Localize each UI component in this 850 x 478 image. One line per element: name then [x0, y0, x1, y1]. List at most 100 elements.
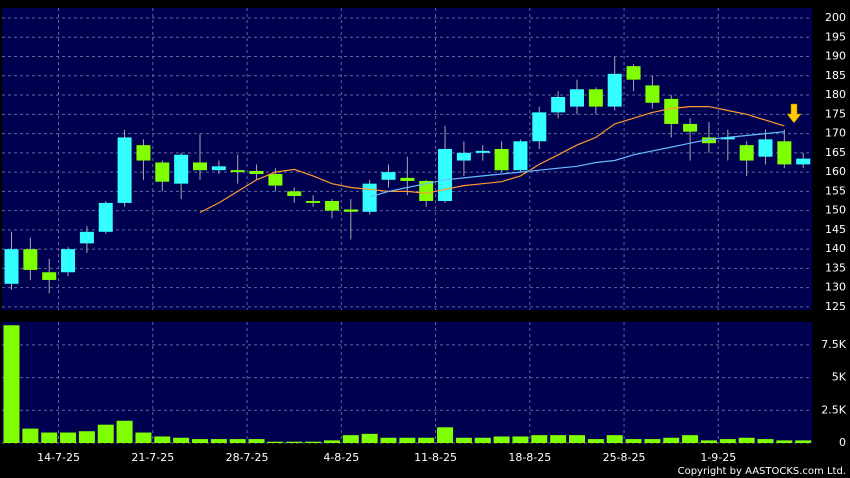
y-tick-label: 190 — [825, 50, 846, 63]
candle-body — [419, 180, 434, 201]
volume-bar — [399, 437, 416, 443]
candle-body — [683, 123, 698, 132]
candle-body — [645, 85, 660, 103]
x-tick-label: 25-8-25 — [603, 451, 646, 464]
y-tick-label: 165 — [825, 146, 846, 159]
y-tick-label: 140 — [825, 242, 846, 255]
volume-bar — [682, 435, 699, 443]
y-tick-label: 170 — [825, 127, 846, 140]
y-tick-label: 150 — [825, 204, 846, 217]
y-tick-label: 200 — [825, 11, 846, 24]
candle-body — [117, 137, 132, 203]
volume-bar — [719, 439, 736, 443]
volume-bar — [22, 428, 39, 443]
x-tick-label: 1-9-25 — [700, 451, 736, 464]
volume-bar — [248, 439, 265, 443]
volume-bar — [342, 435, 359, 443]
volume-bar — [700, 440, 717, 443]
candle-body — [136, 145, 151, 161]
volume-bar — [625, 439, 642, 443]
arrow-marker — [786, 103, 802, 124]
volume-bar — [135, 432, 152, 443]
volume-bar — [550, 435, 567, 443]
volume-bar — [795, 440, 812, 443]
volume-bar — [455, 437, 472, 443]
candle-body — [513, 141, 528, 171]
volume-bar — [305, 441, 322, 443]
volume-bar — [512, 436, 529, 443]
moving-average-line — [369, 131, 785, 198]
candle-body — [494, 148, 509, 171]
volume-bar — [361, 433, 378, 443]
x-tick-label: 21-7-25 — [131, 451, 174, 464]
volume-bar — [663, 437, 680, 443]
candle-body — [626, 66, 641, 80]
volume-bar — [60, 432, 77, 443]
y-tick-label: 195 — [825, 30, 846, 43]
volume-bar — [569, 435, 585, 443]
volume-panel — [2, 322, 812, 443]
y-tick-label: 5K — [832, 371, 847, 384]
candle-body — [701, 137, 716, 144]
volume-bar — [229, 439, 246, 443]
y-tick-label: 0 — [839, 436, 846, 449]
copyright: Copyright by AASTOCKS.com Ltd. — [678, 466, 846, 477]
candle-body — [268, 174, 283, 186]
candle-body — [664, 98, 679, 124]
x-tick-label: 28-7-25 — [226, 451, 269, 464]
volume-bar — [644, 439, 661, 443]
layer: 125 130 135 140 145 150 155 160 165 170 175 180 185 1… — [2, 8, 847, 464]
candle-body — [193, 162, 207, 171]
volume-bar — [210, 439, 227, 443]
candle-body — [23, 249, 38, 270]
candle-body — [61, 249, 76, 273]
candle-body — [230, 170, 245, 173]
volume-bar — [606, 435, 623, 443]
x-tick-label: 11-8-25 — [414, 451, 457, 464]
volume-bar — [437, 427, 454, 443]
candle-body — [720, 137, 735, 140]
candle-body — [438, 148, 453, 201]
candle-body — [588, 89, 603, 107]
y-tick-label: 180 — [825, 88, 846, 101]
x-tick-label: 4-8-25 — [323, 451, 359, 464]
candle-body — [249, 170, 264, 175]
y-tick-label: 185 — [825, 69, 846, 82]
candle-body — [4, 249, 19, 284]
y-tick-label: 7.5K — [821, 338, 846, 351]
volume-bar — [3, 325, 20, 443]
volume-bar — [116, 420, 133, 443]
volume-bar — [323, 440, 340, 443]
candle-body — [79, 231, 94, 244]
candle-body — [211, 166, 226, 171]
candle-body — [456, 152, 471, 161]
candle-body — [796, 158, 811, 165]
candle-body — [306, 200, 321, 203]
candle-body — [551, 96, 566, 113]
y-tick-label: 160 — [825, 165, 846, 178]
volume-bar — [493, 436, 510, 443]
volume-bar — [531, 435, 548, 443]
volume-bar — [286, 441, 303, 443]
volume-bar — [78, 431, 95, 443]
y-tick-label: 175 — [825, 107, 846, 120]
volume-bar — [192, 439, 208, 443]
y-tick-label: 125 — [825, 300, 846, 313]
x-tick-label: 18-8-25 — [508, 451, 551, 464]
x-tick-label: 14-7-25 — [37, 451, 80, 464]
volume-bar — [474, 437, 491, 443]
volume-bar — [173, 437, 190, 443]
volume-bar — [154, 436, 171, 443]
volume-bar — [776, 440, 793, 443]
volume-bar — [267, 441, 284, 443]
candle-body — [777, 141, 792, 165]
y-tick-label: 145 — [825, 223, 846, 236]
candle-body — [400, 177, 415, 181]
candle-body — [324, 200, 339, 211]
candle-body — [532, 112, 547, 142]
y-tick-label: 135 — [825, 261, 846, 274]
volume-bar — [587, 439, 604, 443]
candle-body — [98, 202, 113, 232]
candle-body — [362, 183, 377, 212]
